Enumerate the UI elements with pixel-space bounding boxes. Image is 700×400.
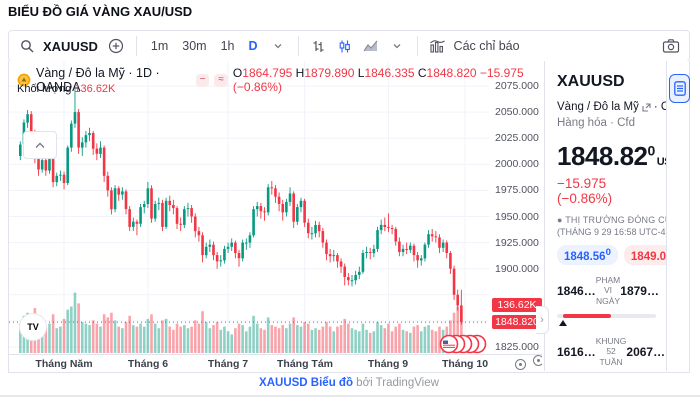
interval-1h[interactable]: 1h	[220, 39, 235, 53]
snapshot-camera-icon[interactable]	[661, 36, 681, 56]
week52-range-block: 1616… KHUNG 52 TUẦN 2067…	[557, 335, 665, 371]
price-tick-label: 1950.000	[495, 211, 539, 223]
scale-settings-icon[interactable]	[533, 355, 542, 366]
compare-add-icon[interactable]	[106, 36, 126, 56]
watchlist-button[interactable]	[669, 74, 690, 103]
chart-style-bars-icon[interactable]	[309, 36, 329, 56]
volume-legend: Khối lượng 136.62K	[17, 83, 116, 95]
panel-change: −15.975 (−0.86%)	[557, 176, 613, 206]
indicators-icon[interactable]	[428, 36, 448, 56]
page-title: BIỂU ĐỒ GIÁ VÀNG XAU/USD	[8, 4, 193, 19]
day-range-track	[557, 313, 656, 318]
week52-label: KHUNG 52 TUẦN	[595, 335, 627, 367]
search-icon[interactable]	[17, 36, 37, 56]
chart-style-area-icon[interactable]	[361, 36, 381, 56]
legend-more-button[interactable]: ≈	[214, 73, 228, 87]
time-tick-label: Tháng Năm	[35, 358, 93, 370]
panel-instrument-type: Hàng hóa · Cfd	[557, 117, 635, 129]
chart-pane[interactable]: Vàng / Đô la Mỹ · 1D · OANDA − ≈ O1864.7…	[9, 61, 542, 371]
volume-value: 136.62K	[74, 83, 116, 95]
toolbar-divider	[135, 36, 137, 56]
day-range-high: 1879…	[620, 283, 659, 298]
chart-toolbar: XAUUSD 1m 30m 1h D Các chỉ báo	[8, 30, 690, 62]
price-tick-label: 2050.000	[495, 106, 539, 118]
page-divider	[0, 395, 700, 397]
week52-high: 2067…	[626, 344, 666, 359]
panel-currency: USD	[656, 156, 666, 168]
chart-style-candles-icon[interactable]	[335, 36, 355, 56]
panel-symbol-name[interactable]: Vàng / Đô la Mỹ	[557, 101, 639, 113]
legend-hide-button[interactable]: −	[195, 73, 210, 87]
price-tick-label: 2075.000	[495, 80, 539, 92]
interval-1m[interactable]: 1m	[150, 39, 169, 53]
time-axis[interactable]: Tháng Năm Tháng 6 Tháng 7 Tháng Tám Tháng 9 T…	[9, 354, 542, 371]
interval-30m[interactable]: 30m	[182, 39, 207, 53]
attribution-suffix: bởi TradingView	[356, 377, 439, 389]
panel-symbol: XAUUSD	[557, 73, 625, 90]
day-range-low: 1846…	[557, 283, 596, 298]
time-tick-label: Tháng 6	[127, 358, 169, 370]
last-volume-badge: 136.62K	[492, 298, 542, 312]
symbol-info-panel: XAUUSD Vàng / Đô la Mỹ · OANDA Hàng hóa …	[544, 61, 666, 371]
time-tick-label: Tháng 10	[441, 358, 489, 370]
chart-widget: Vàng / Đô la Mỹ · 1D · OANDA − ≈ O1864.7…	[8, 61, 690, 373]
price-tick-label: 2000.000	[495, 158, 539, 170]
attribution-footer: XAUUSD Biểu đồ bởi TradingView	[8, 377, 690, 389]
scroll-up-button[interactable]	[23, 131, 57, 159]
style-chevron-down-icon[interactable]	[387, 36, 407, 56]
time-tick-label: Tháng Tám	[276, 358, 334, 370]
day-range-block: 1846… PHẠM VI NGÀY 1879…	[557, 274, 659, 326]
day-range-marker	[558, 319, 567, 326]
bid-pill: 1848.560	[557, 245, 618, 265]
symbol-coin-icon	[17, 73, 31, 87]
external-link-icon[interactable]	[642, 102, 651, 112]
time-tick-label: Tháng 7	[207, 358, 249, 370]
day-range-label: PHẠM VI NGÀY	[595, 274, 621, 307]
legend-change: −15.975 (−0.86%)	[232, 66, 524, 94]
candlestick-chart[interactable]	[9, 61, 542, 354]
ask-pill: 1849.080	[623, 245, 666, 265]
ohlc-values: O1864.795 H1879.890 L1846.335 C1848.820 …	[232, 66, 524, 94]
price-tick-label: 1900.000	[495, 263, 539, 275]
market-status-time: (THÁNG 9 29 16:58 UTC-4)	[557, 227, 666, 237]
legend-title[interactable]: Vàng / Đô la Mỹ · 1D · OANDA	[36, 66, 160, 94]
interval-chevron-down-icon[interactable]	[268, 36, 288, 56]
panel-collapse-handle[interactable]: ›	[536, 306, 549, 334]
panel-exchange: · OANDA	[653, 101, 666, 113]
last-price-badge: 1848.820	[492, 315, 542, 329]
panel-name-row: Vàng / Đô la Mỹ · OANDA	[557, 101, 666, 113]
timezone-icon[interactable]	[515, 359, 526, 370]
chart-legend: Vàng / Đô la Mỹ · 1D · OANDA − ≈ O1864.7…	[17, 66, 542, 94]
week52-low: 1616…	[557, 344, 596, 359]
tv-logo-glyph: TV	[27, 322, 39, 332]
panel-side-column	[666, 61, 691, 371]
price-tick-label: 1925.000	[495, 237, 539, 249]
symbol-search-button[interactable]: XAUUSD	[43, 38, 98, 54]
indicators-button[interactable]: Các chỉ báo	[453, 39, 520, 53]
attribution-link[interactable]: XAUUSD Biểu đồ	[259, 377, 353, 389]
time-tick-label: Tháng 9	[367, 358, 409, 370]
tradingview-logo[interactable]: TV	[19, 313, 47, 341]
market-status: ● THỊ TRƯỜNG ĐÓNG CỬA	[557, 215, 666, 225]
panel-last-price: 1848.820USD	[557, 141, 666, 172]
toolbar-divider	[416, 36, 418, 56]
interval-1d-selected[interactable]: D	[248, 39, 258, 53]
bid-ask-row: 1848.560 1849.080	[557, 245, 666, 265]
price-tick-label: 1975.000	[495, 184, 539, 196]
toolbar-divider	[297, 36, 299, 56]
price-tick-label: 2025.000	[495, 132, 539, 144]
price-tick-label: 1825.000	[495, 341, 539, 353]
